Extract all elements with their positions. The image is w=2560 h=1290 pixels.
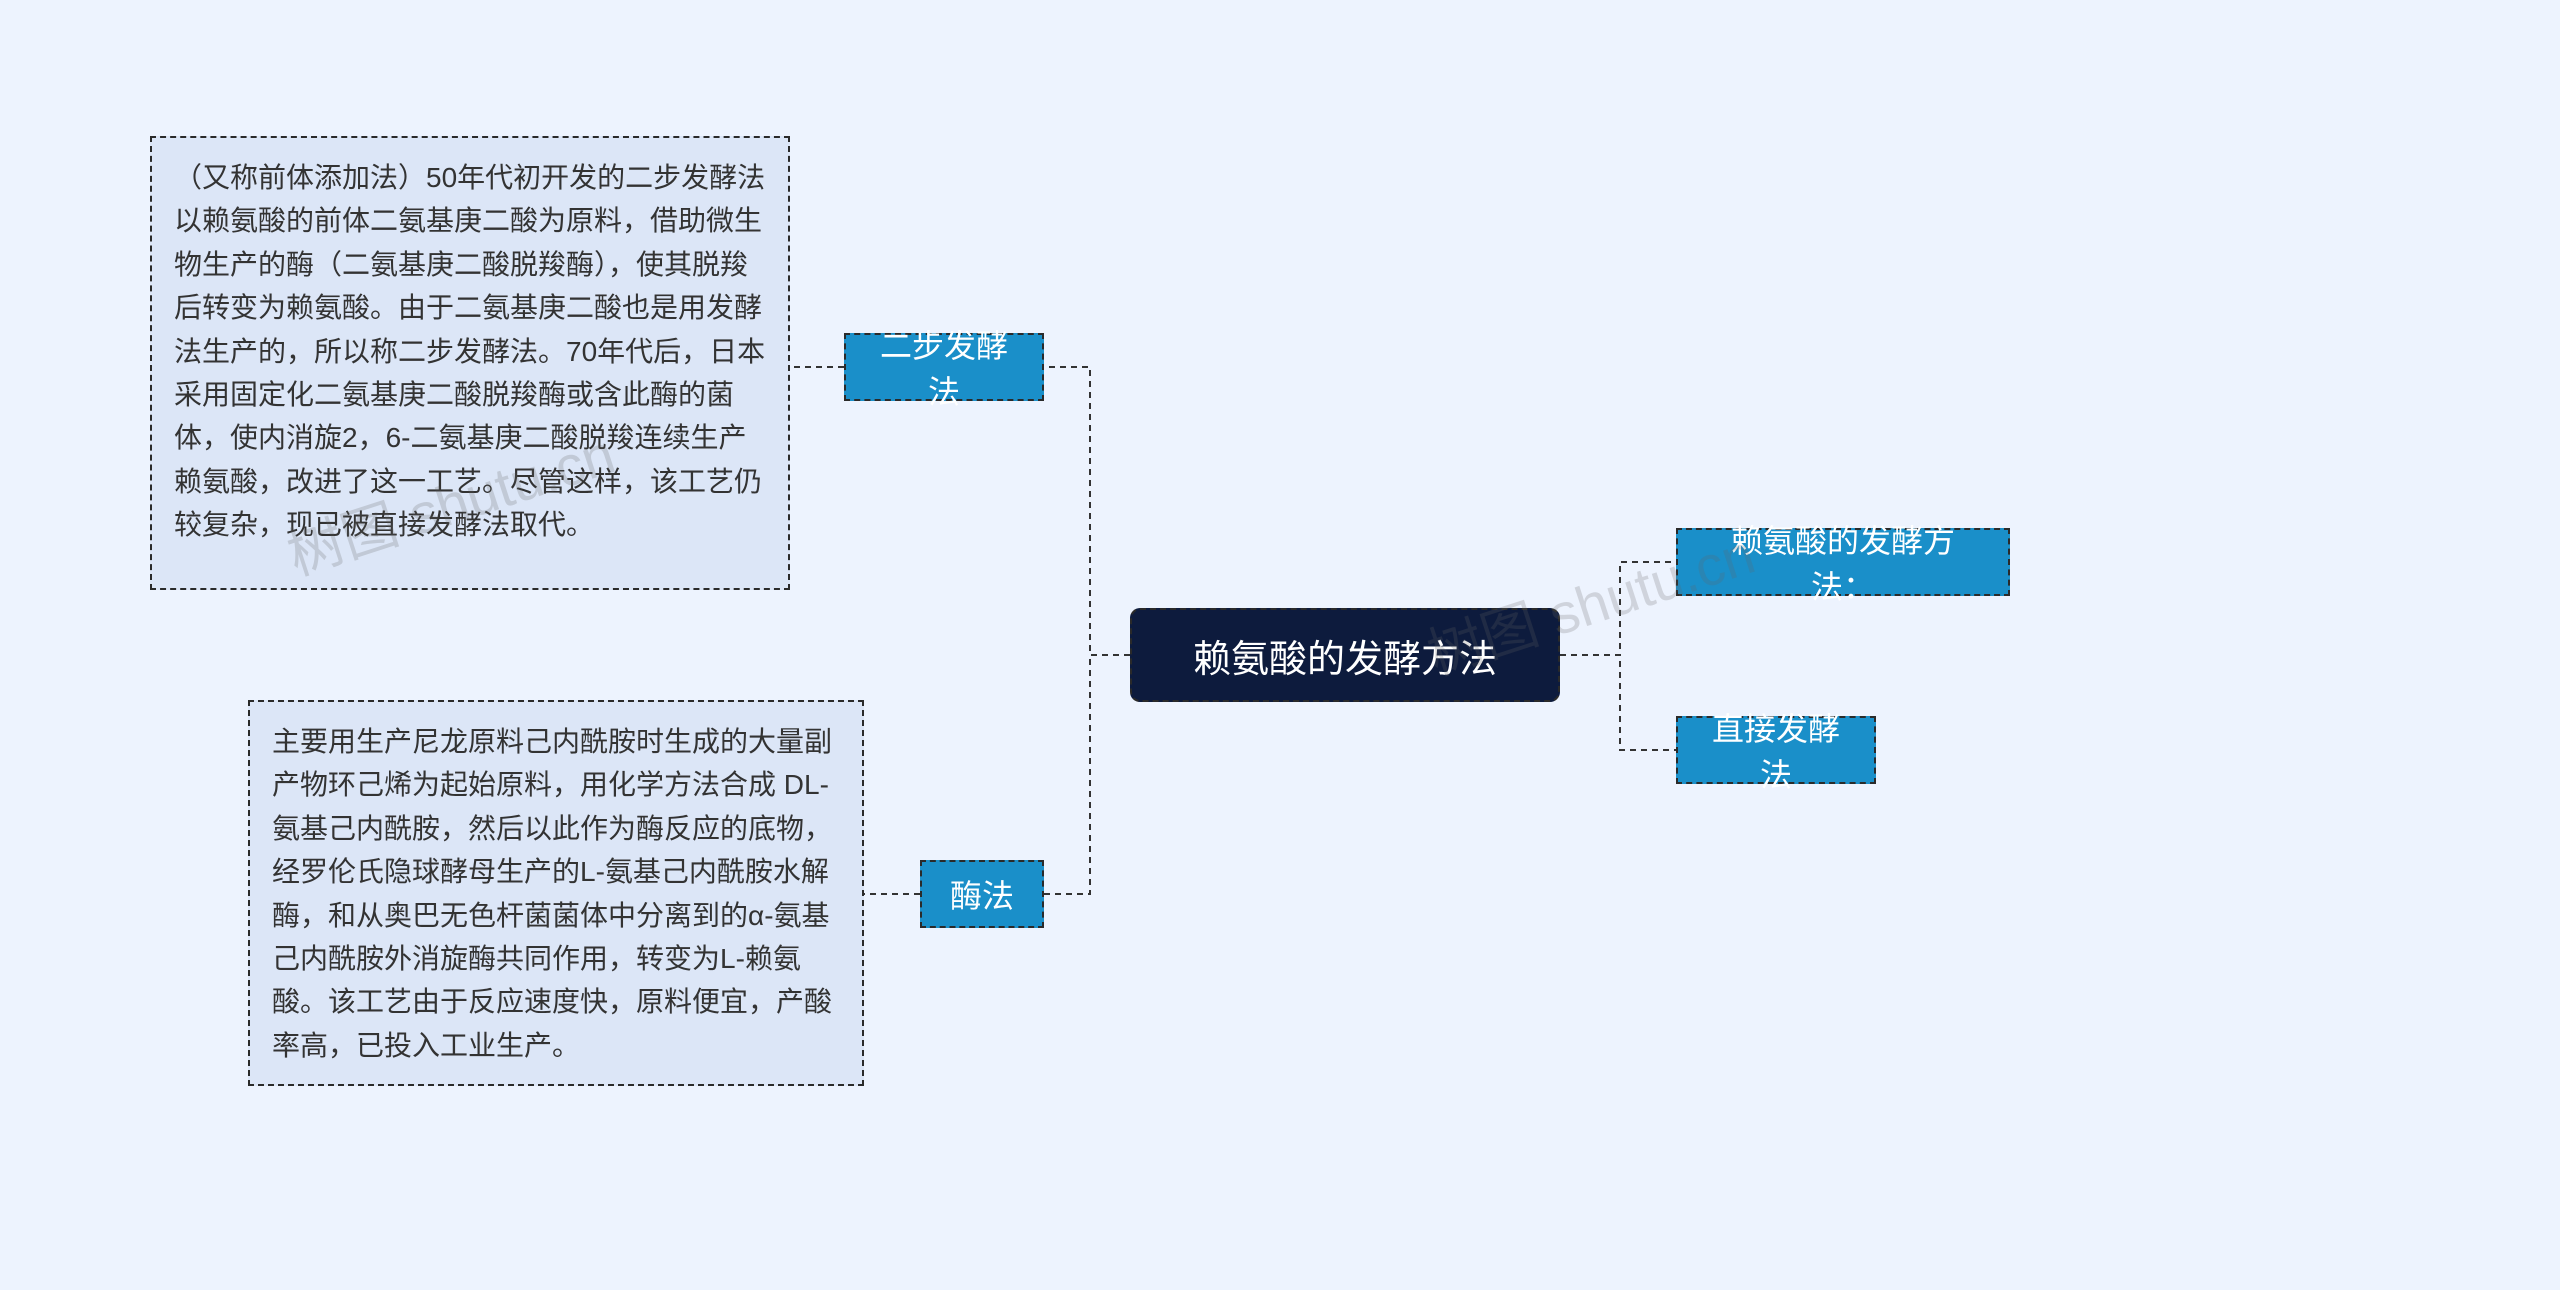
- detail-two-step-text: （又称前体添加法）50年代初开发的二步发酵法以赖氨酸的前体二氨基庚二酸为原料，借…: [174, 156, 766, 547]
- root-label: 赖氨酸的发酵方法: [1193, 628, 1497, 683]
- branch-direct-label: 直接发酵法: [1704, 704, 1848, 796]
- root-node[interactable]: 赖氨酸的发酵方法: [1130, 608, 1560, 702]
- detail-two-step: （又称前体添加法）50年代初开发的二步发酵法以赖氨酸的前体二氨基庚二酸为原料，借…: [150, 136, 790, 590]
- detail-enzyme: 主要用生产尼龙原料己内酰胺时生成的大量副产物环己烯为起始原料，用化学方法合成 D…: [248, 700, 864, 1086]
- branch-two-step[interactable]: 二步发酵法: [844, 333, 1044, 401]
- branch-methods-header[interactable]: 赖氨酸的发酵方法：: [1676, 528, 2010, 596]
- branch-direct[interactable]: 直接发酵法: [1676, 716, 1876, 784]
- branch-enzyme[interactable]: 酶法: [920, 860, 1044, 928]
- branch-enzyme-label: 酶法: [950, 871, 1014, 917]
- branch-two-step-label: 二步发酵法: [872, 321, 1016, 413]
- detail-enzyme-text: 主要用生产尼龙原料己内酰胺时生成的大量副产物环己烯为起始原料，用化学方法合成 D…: [272, 720, 840, 1067]
- branch-methods-header-label: 赖氨酸的发酵方法：: [1704, 516, 1982, 608]
